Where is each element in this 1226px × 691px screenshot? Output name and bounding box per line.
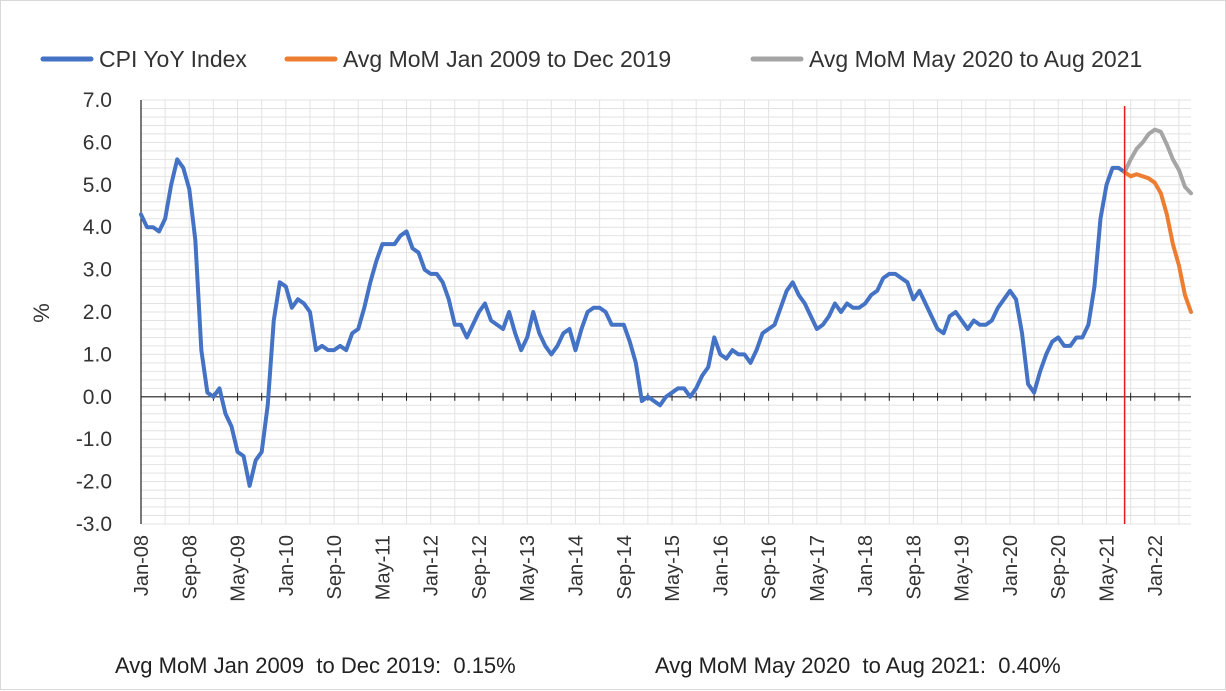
footnote-avg-mom-2009-2019: Avg MoM Jan 2009 to Dec 2019: 0.15% xyxy=(115,653,516,678)
x-tick-label: May-11 xyxy=(372,535,394,600)
legend: CPI YoY Index Avg MoM Jan 2009 to Dec 20… xyxy=(40,46,1142,72)
footnote-avg-mom-2020-2021: Avg MoM May 2020 to Aug 2021: 0.40% xyxy=(655,653,1061,678)
x-tick-label: May-21 xyxy=(1097,535,1119,602)
y-tick-label: 5.0 xyxy=(83,174,112,197)
series-lines xyxy=(139,127,1193,488)
y-tick-label: 7.0 xyxy=(83,89,112,112)
x-tick-label: Jan-16 xyxy=(710,535,732,596)
x-tick-label: May-15 xyxy=(662,535,684,602)
y-tick-label: 0.0 xyxy=(83,386,112,409)
x-tick-label: May-13 xyxy=(517,535,539,602)
x-tick-label: Jan-22 xyxy=(1145,535,1167,596)
y-axis-tick-labels: 7.0 6.0 5.0 4.0 3.0 2.0 1.0 0.0 -1.0 -2.0 -3.0 xyxy=(76,89,112,536)
x-tick-label: Sep-18 xyxy=(903,535,925,600)
y-axis-title: % xyxy=(29,303,54,323)
series-line-0 xyxy=(139,157,1127,488)
y-tick-label: -2.0 xyxy=(76,471,112,494)
x-tick-label: Sep-12 xyxy=(469,535,491,600)
y-tick-label: -1.0 xyxy=(76,428,112,451)
y-tick-label: 2.0 xyxy=(83,301,112,324)
x-tick-label: Sep-20 xyxy=(1048,535,1070,600)
x-tick-label: Jan-12 xyxy=(421,535,443,596)
series-line-1 xyxy=(1122,170,1193,314)
x-tick-label: Sep-10 xyxy=(324,535,346,600)
y-tick-label: 3.0 xyxy=(83,259,112,282)
x-tick-label: May-17 xyxy=(807,535,829,602)
legend-label-avg-mom-2020-2021: Avg MoM May 2020 to Aug 2021 xyxy=(809,46,1142,72)
x-tick-label: Sep-16 xyxy=(759,535,781,600)
x-tick-label: Sep-14 xyxy=(614,535,636,600)
legend-label-cpi-yoy: CPI YoY Index xyxy=(99,46,247,72)
x-tick-label: Jan-08 xyxy=(131,535,153,596)
series-line-2 xyxy=(1122,127,1193,196)
x-tick-label: Jan-18 xyxy=(855,535,877,596)
x-tick-label: Jan-14 xyxy=(565,535,587,596)
y-tick-label: 1.0 xyxy=(83,343,112,366)
x-tick-label: Jan-20 xyxy=(1000,535,1022,596)
y-tick-label: -3.0 xyxy=(76,513,112,536)
legend-label-avg-mom-2009-2019: Avg MoM Jan 2009 to Dec 2019 xyxy=(343,46,671,72)
x-axis-tick-labels: Jan-08 Sep-08 May-09 Jan-10 Sep-10 May-11 Jan-… xyxy=(131,535,1167,602)
x-tick-label: Jan-10 xyxy=(276,535,298,596)
y-tick-label: 6.0 xyxy=(83,131,112,154)
x-tick-label: Sep-08 xyxy=(179,535,201,600)
gridlines xyxy=(140,99,1191,525)
x-tick-label: May-19 xyxy=(952,535,974,602)
x-tick-label: May-09 xyxy=(228,535,250,602)
y-tick-label: 4.0 xyxy=(83,216,112,239)
